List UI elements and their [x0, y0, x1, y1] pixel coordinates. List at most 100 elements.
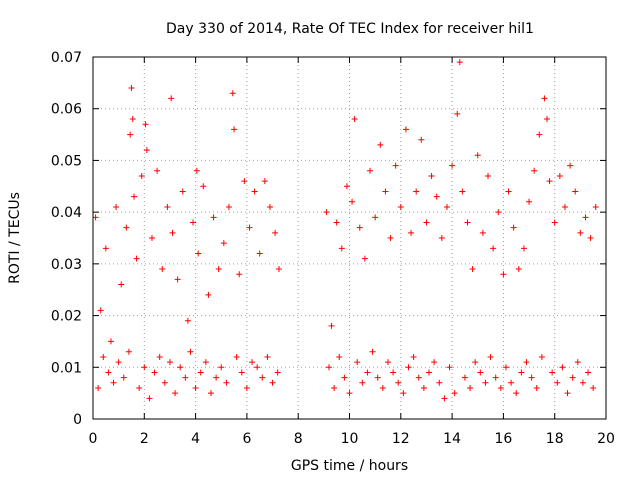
- data-point: [502, 364, 509, 371]
- data-point: [469, 266, 476, 273]
- data-point: [515, 266, 522, 273]
- data-points: [92, 59, 599, 402]
- data-point: [182, 374, 189, 381]
- data-point: [467, 384, 474, 391]
- data-point: [275, 266, 282, 273]
- x-axis-label: GPS time / hours: [291, 458, 408, 474]
- data-point: [367, 167, 374, 174]
- data-point: [487, 353, 494, 360]
- data-point: [125, 348, 132, 355]
- x-tick-label: 8: [294, 431, 303, 447]
- data-point: [572, 188, 579, 195]
- y-tick-label: 0.07: [51, 50, 82, 66]
- data-point: [479, 229, 486, 236]
- data-point: [269, 379, 276, 386]
- data-point: [164, 203, 171, 210]
- data-point: [323, 209, 330, 216]
- data-point: [156, 353, 163, 360]
- data-point: [266, 203, 273, 210]
- data-point: [97, 307, 104, 314]
- data-point: [451, 390, 458, 397]
- data-point: [238, 369, 245, 376]
- data-point: [349, 198, 356, 205]
- data-point: [229, 90, 236, 97]
- data-point: [241, 178, 248, 185]
- data-point: [259, 374, 266, 381]
- data-point: [490, 245, 497, 252]
- data-point: [249, 359, 256, 366]
- data-point: [123, 224, 130, 231]
- data-point: [205, 291, 212, 298]
- data-point: [567, 162, 574, 169]
- data-point: [207, 390, 214, 397]
- data-point: [105, 369, 112, 376]
- data-point: [225, 203, 232, 210]
- data-point: [492, 374, 499, 381]
- data-point: [179, 188, 186, 195]
- data-point: [223, 379, 230, 386]
- data-point: [582, 214, 589, 221]
- data-point: [413, 188, 420, 195]
- data-point: [341, 374, 348, 381]
- x-tick-label: 20: [597, 431, 615, 447]
- data-point: [168, 95, 175, 102]
- x-tick-label: 6: [242, 431, 251, 447]
- data-point: [485, 172, 492, 179]
- data-point: [526, 198, 533, 205]
- data-point: [436, 379, 443, 386]
- data-point: [120, 374, 127, 381]
- y-tick-labels: 0 0.01 0.02 0.03 0.04 0.05 0.06 0.07: [51, 50, 82, 428]
- data-point: [395, 379, 402, 386]
- data-point: [193, 167, 200, 174]
- data-point: [382, 188, 389, 195]
- data-point: [118, 281, 125, 288]
- x-tick-label: 10: [341, 431, 359, 447]
- chart-title: Day 330 of 2014, Rate Of TEC Index for r…: [166, 21, 534, 37]
- data-point: [400, 390, 407, 397]
- data-point: [256, 250, 263, 257]
- data-point: [505, 188, 512, 195]
- x-tick-labels: 0 2 4 6 8 10 12 14 16 18 20: [89, 431, 615, 447]
- data-point: [133, 255, 140, 262]
- data-point: [215, 266, 222, 273]
- data-point: [251, 188, 258, 195]
- data-point: [131, 193, 138, 200]
- data-point: [197, 369, 204, 376]
- data-point: [418, 136, 425, 143]
- data-point: [544, 116, 551, 123]
- data-point: [377, 141, 384, 148]
- data-point: [559, 364, 566, 371]
- data-point: [546, 178, 553, 185]
- data-point: [454, 110, 461, 117]
- data-point: [446, 364, 453, 371]
- data-point: [236, 271, 243, 278]
- data-point: [143, 147, 150, 154]
- data-point: [161, 379, 168, 386]
- x-tick-label: 2: [140, 431, 149, 447]
- data-point: [200, 183, 207, 190]
- data-point: [354, 359, 361, 366]
- data-point: [142, 121, 149, 128]
- data-point: [477, 369, 484, 376]
- data-point: [408, 229, 415, 236]
- data-point: [551, 219, 558, 226]
- data-point: [231, 126, 238, 133]
- data-point: [328, 322, 335, 329]
- data-point: [392, 162, 399, 169]
- data-point: [390, 369, 397, 376]
- data-point: [359, 379, 366, 386]
- data-point: [533, 384, 540, 391]
- data-point: [495, 209, 502, 216]
- y-tick-label: 0.06: [51, 102, 82, 118]
- y-tick-label: 0.01: [51, 360, 82, 376]
- data-point: [464, 219, 471, 226]
- data-point: [577, 229, 584, 236]
- data-point: [587, 235, 594, 241]
- data-point: [343, 183, 350, 190]
- data-point: [174, 276, 181, 283]
- data-point: [325, 364, 332, 371]
- x-tick-label: 4: [191, 431, 200, 447]
- data-point: [107, 338, 114, 345]
- data-point: [520, 245, 527, 252]
- data-point: [190, 219, 197, 226]
